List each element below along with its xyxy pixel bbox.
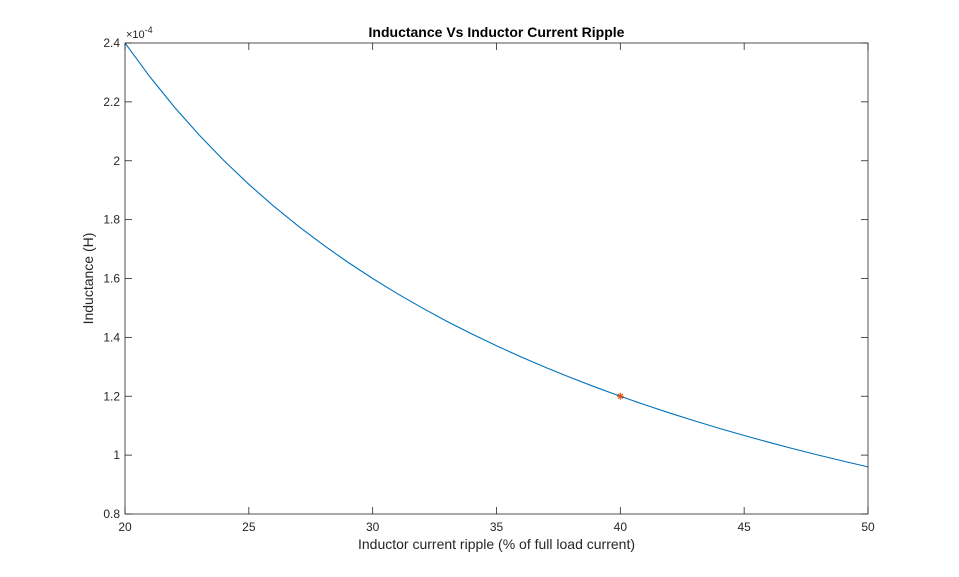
y-exponent-label: ×10-4 <box>126 25 153 41</box>
y-tick-label: 1.4 <box>103 330 120 344</box>
y-axis-label: Inductance (H) <box>80 233 96 325</box>
x-axis-label: Inductor current ripple (% of full load … <box>358 536 635 552</box>
x-tick-label: 35 <box>490 520 504 534</box>
y-tick-label: 2 <box>113 154 120 168</box>
y-tick-label: 1.2 <box>103 389 120 403</box>
y-exponent-power: -4 <box>145 25 153 35</box>
x-tick-label: 25 <box>242 520 256 534</box>
y-tick-label: 1 <box>113 448 120 462</box>
series-line <box>124 42 869 468</box>
chart-title: Inductance Vs Inductor Current Ripple <box>369 24 625 40</box>
x-tick-label: 50 <box>861 520 875 534</box>
axes-box <box>124 42 869 515</box>
data-marker <box>616 392 624 400</box>
marker-stroke <box>617 393 624 400</box>
y-tick-label: 2.2 <box>103 95 120 109</box>
y-tick-label: 2.4 <box>103 36 120 50</box>
y-tick-label: 0.8 <box>103 507 120 521</box>
x-tick-label: 30 <box>366 520 380 534</box>
tick-labels: 20 25 30 35 40 45 50 0.8 1 1.2 1.4 1.6 1.8 2 2.2 2.4 <box>103 36 875 534</box>
x-tick-label: 20 <box>118 520 132 534</box>
plot-area <box>125 43 868 514</box>
y-tick-label: 1.8 <box>103 213 120 227</box>
y-tick-label: 1.6 <box>103 272 120 286</box>
x-tick-label: 45 <box>737 520 751 534</box>
y-exponent-base: ×10 <box>126 29 145 41</box>
x-tick-label: 40 <box>614 520 628 534</box>
